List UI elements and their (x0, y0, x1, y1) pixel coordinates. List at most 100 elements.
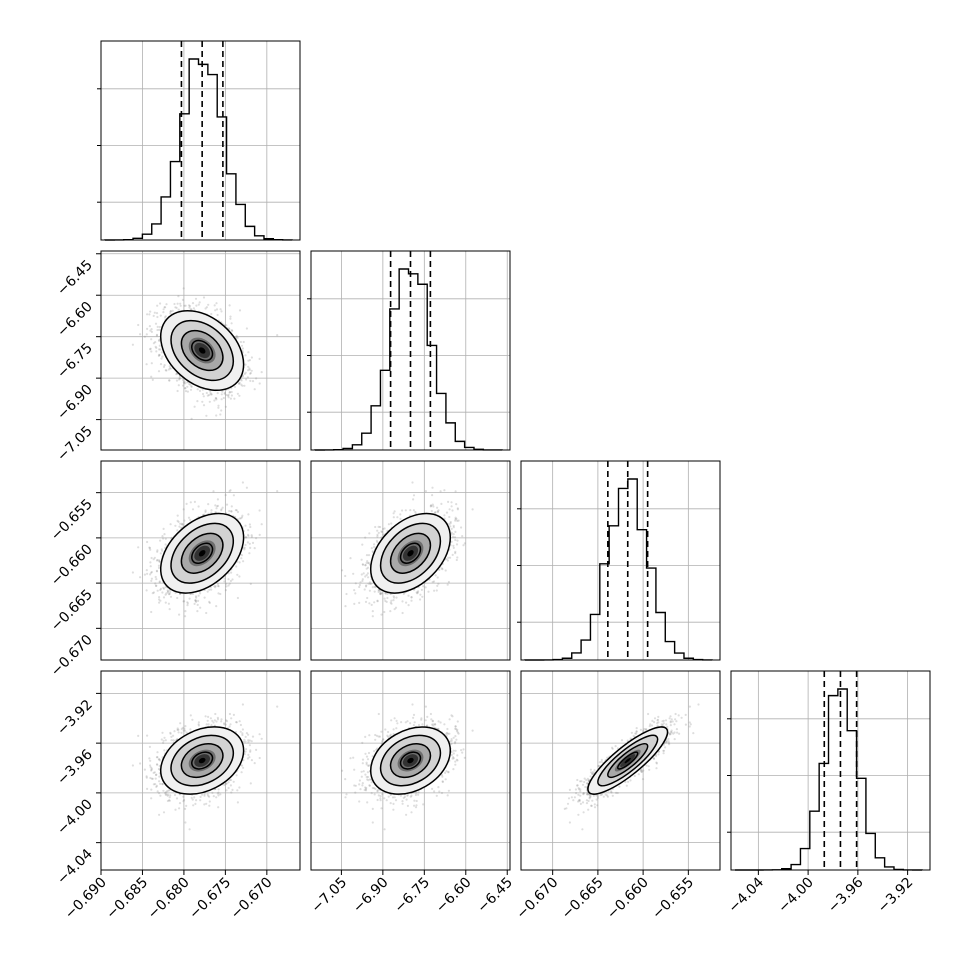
x-axis-1: −0.690−0.685−0.680−0.675−0.670 (62, 870, 276, 922)
contour-line-1 (587, 726, 669, 795)
scatter-panel-4-3 (520, 670, 721, 871)
panel-frame (730, 670, 931, 871)
panel-plot-area (101, 251, 300, 450)
x-tick-label: −0.660 (604, 875, 652, 923)
y-tick-label: −3.92 (54, 697, 96, 739)
x-axis-4: −4.04 −4.00 −3.96 −3.92 (726, 870, 917, 917)
contour-line-3 (180, 329, 224, 372)
histogram-step-line (314, 268, 503, 451)
x-tick-label: −6.45 (474, 875, 516, 917)
x-tick-label: −6.90 (350, 875, 392, 917)
x-tick-label: −6.60 (433, 875, 475, 917)
y-axis-row-4: −3.92 −3.96 −4.00 −4.04 (54, 692, 101, 888)
x-tick-label: −0.670 (514, 875, 562, 923)
contour-line-3 (180, 532, 224, 574)
scatter-panel-4-1 (100, 670, 301, 871)
scatter-panel-4-2 (310, 670, 511, 871)
y-tick-label: −4.00 (54, 796, 96, 838)
histogram-panel-4 (727, 670, 931, 871)
contour-line-3 (180, 743, 224, 779)
density-level-6 (407, 550, 414, 557)
contour-line-4 (617, 751, 639, 770)
histogram-step-line (104, 58, 293, 241)
y-tick-label: −7.05 (54, 423, 96, 465)
contour-line-1 (369, 512, 452, 594)
panel-frame (310, 250, 511, 451)
panel-plot-area (521, 671, 720, 870)
y-tick-label: −6.60 (54, 299, 96, 341)
panel-background (521, 461, 720, 660)
contour-line-2 (170, 319, 235, 382)
contour-line-3 (389, 532, 432, 574)
x-tick-label: −3.96 (825, 874, 867, 916)
contour-line-4 (191, 751, 214, 770)
contour-line-2 (170, 522, 235, 584)
contour-line-1 (159, 512, 245, 594)
x-axis-3: −0.670−0.665−0.660−0.655 (514, 870, 697, 923)
x-tick-label: −6.75 (391, 875, 433, 917)
density-level-6 (407, 757, 414, 764)
scatter-panel-3-2 (310, 460, 511, 661)
density-level-6 (198, 347, 206, 354)
contour-line-1 (159, 309, 245, 392)
contour-line-2 (379, 522, 442, 584)
panel-background (101, 41, 300, 240)
contour-line-4 (399, 751, 422, 770)
scatter-panel-3-1 (100, 460, 301, 661)
histogram-panel-2 (307, 250, 511, 451)
y-axis-row-2: −6.45−6.60−6.75−6.90−7.05 (54, 253, 101, 465)
density-level-6 (198, 757, 206, 764)
y-tick-label: −6.90 (54, 382, 96, 424)
y-axis-row-3: −0.655−0.660−0.665−0.670 (48, 492, 101, 680)
x-axis-2: −7.05 −6.90 −6.75 −6.60 −6.45 (309, 870, 516, 916)
histogram-panel-3 (517, 460, 721, 661)
contour-line-1 (159, 726, 245, 795)
panel-frame (310, 460, 511, 661)
contour-line-2 (379, 734, 442, 787)
panel-frame (100, 670, 301, 871)
y-tick-label: −0.655 (48, 496, 96, 544)
x-tick-label: −0.670 (228, 875, 276, 923)
x-tick-label: −0.680 (145, 875, 193, 923)
panel-background (311, 251, 510, 450)
density-level-6 (624, 757, 631, 764)
contour-line-4 (191, 339, 214, 362)
x-tick-label: −0.655 (649, 875, 697, 923)
y-tick-label: −0.670 (48, 632, 96, 680)
panel-frame (100, 40, 301, 241)
panel-plot-area (101, 461, 300, 660)
y-tick-label: −0.665 (48, 587, 96, 635)
x-tick-label: −4.04 (726, 874, 768, 916)
panel-frame (520, 670, 721, 871)
panel-frame (310, 670, 511, 871)
density-level-6 (198, 550, 206, 557)
y-tick-label: −4.04 (54, 846, 96, 888)
panel-frame (520, 460, 721, 661)
contour-line-2 (597, 734, 659, 787)
x-tick-label: −3.92 (875, 875, 917, 917)
panel-frame (100, 460, 301, 661)
y-tick-label: −0.660 (48, 541, 96, 589)
panel-plot-area (311, 671, 510, 870)
x-tick-label: −0.685 (103, 875, 151, 923)
contour-line-2 (170, 734, 235, 787)
contour-line-4 (399, 542, 422, 564)
scatter-panel-2-1 (100, 250, 301, 451)
x-tick-label: −0.675 (186, 875, 234, 923)
contour-line-1 (369, 726, 452, 795)
panel-plot-area (311, 461, 510, 660)
x-tick-label: −0.665 (559, 875, 607, 923)
contour-line-4 (191, 542, 214, 564)
y-tick-label: −3.96 (54, 747, 96, 789)
panel-background (731, 671, 930, 870)
panel-plot-area (101, 671, 300, 870)
y-tick-label: −6.45 (54, 257, 96, 299)
contour-line-3 (389, 743, 432, 779)
histogram-panel-1 (97, 40, 301, 241)
x-tick-label: −7.05 (309, 875, 351, 917)
x-tick-label: −4.00 (775, 875, 817, 917)
panel-frame (100, 250, 301, 451)
y-tick-label: −6.75 (54, 340, 96, 382)
contour-line-3 (607, 743, 649, 779)
